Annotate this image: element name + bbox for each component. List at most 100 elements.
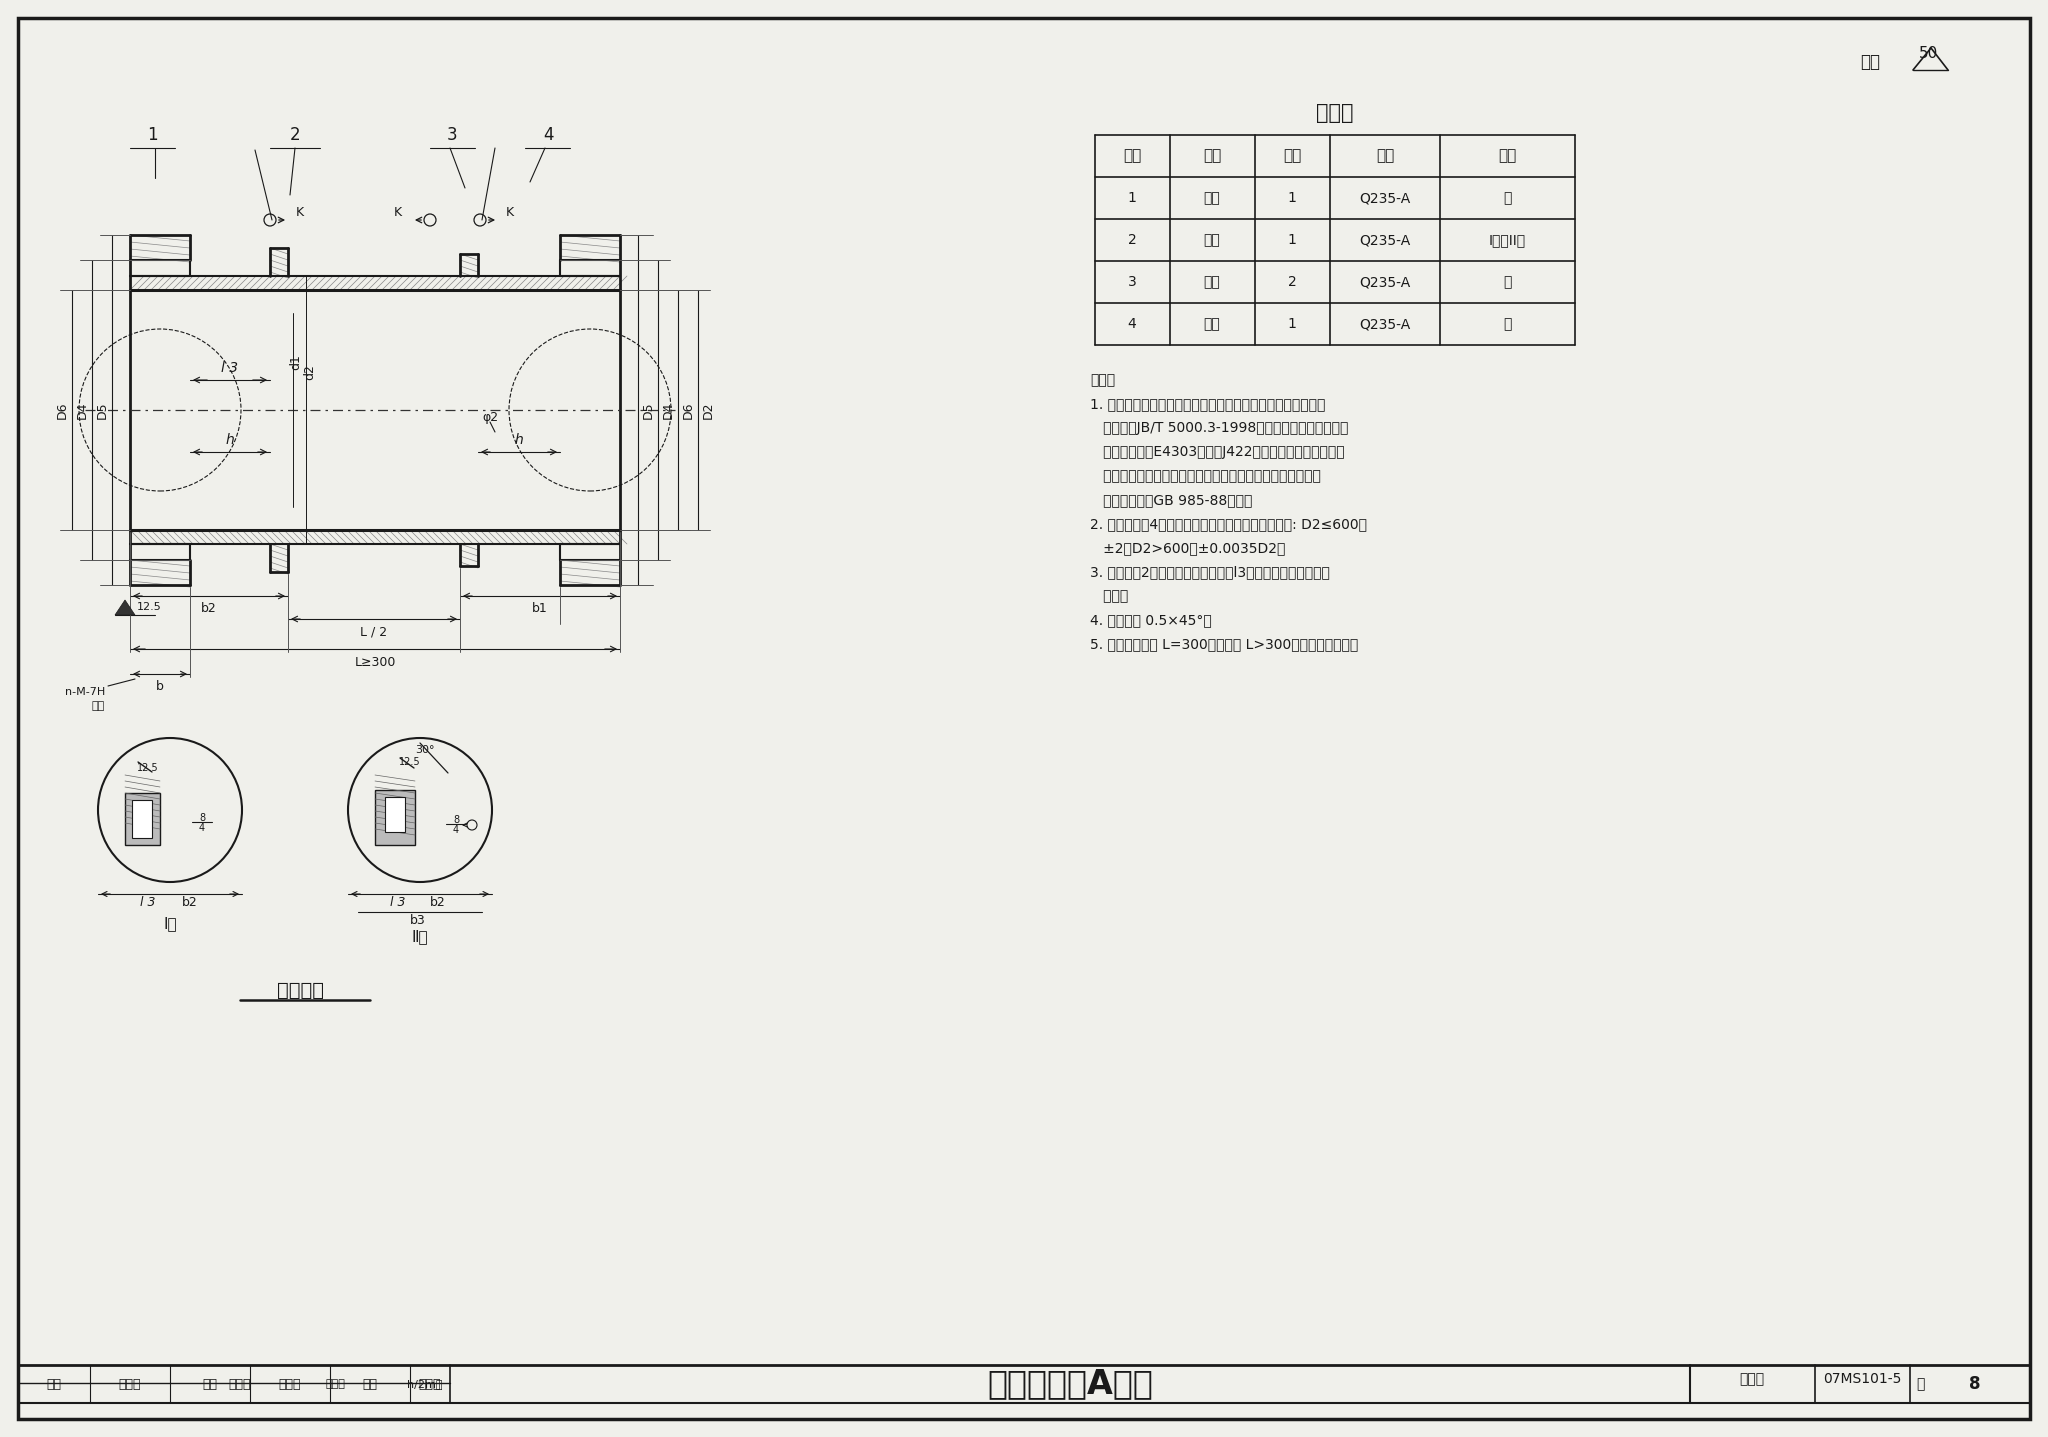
Text: Q235-A: Q235-A [1360, 274, 1411, 289]
Text: 欧阳容: 欧阳容 [418, 1378, 440, 1391]
Text: 5. 套管的重量以 L=300计算，当 L>300时，应另行计算。: 5. 套管的重量以 L=300计算，当 L>300时，应另行计算。 [1090, 637, 1358, 651]
Text: 配套。: 配套。 [1090, 589, 1128, 604]
Text: l 3: l 3 [391, 895, 406, 908]
Text: 12.5: 12.5 [399, 757, 420, 767]
Text: 序号: 序号 [1122, 148, 1141, 164]
Text: D5: D5 [641, 401, 655, 418]
Text: D5: D5 [96, 401, 109, 418]
Text: h: h [514, 433, 524, 447]
Text: 页: 页 [1915, 1377, 1925, 1391]
Text: 套管: 套管 [1204, 318, 1221, 331]
Text: 2: 2 [289, 126, 301, 144]
Text: 设计: 设计 [362, 1378, 377, 1391]
Text: D4: D4 [76, 401, 88, 418]
Text: b: b [156, 681, 164, 694]
Text: 30°: 30° [416, 744, 434, 754]
Polygon shape [115, 601, 135, 615]
Text: 4: 4 [543, 126, 553, 144]
Text: 4: 4 [199, 823, 205, 833]
Text: b3: b3 [410, 914, 426, 927]
Text: 1: 1 [147, 126, 158, 144]
Text: 材料表: 材料表 [1317, 103, 1354, 124]
Text: 其余: 其余 [1860, 53, 1880, 70]
Text: 1: 1 [1288, 318, 1296, 331]
Text: K: K [506, 205, 514, 218]
Text: 法兰: 法兰 [1204, 191, 1221, 205]
Bar [131, 800, 152, 838]
Text: 焊，焊条型号E4303，牌号J422。焊缝坡口的基本形式与: 焊，焊条型号E4303，牌号J422。焊缝坡口的基本形式与 [1090, 445, 1346, 458]
Text: 8: 8 [1970, 1375, 1980, 1392]
Text: 50: 50 [1919, 46, 1937, 62]
Text: 尺寸按照《气焊、手工电弧焊及气体保护焊焊缝坡口的基本: 尺寸按照《气焊、手工电弧焊及气体保护焊焊缝坡口的基本 [1090, 468, 1321, 483]
Text: 焊接件》JB/T 5000.3-1998执行。焊接采用手工电弧: 焊接件》JB/T 5000.3-1998执行。焊接采用手工电弧 [1090, 421, 1348, 435]
Text: 均布: 均布 [92, 701, 104, 711]
Text: b2: b2 [430, 895, 446, 908]
Text: 翼环: 翼环 [1204, 274, 1221, 289]
Text: 4: 4 [453, 825, 459, 835]
Text: I型、II型: I型、II型 [1489, 233, 1526, 247]
Text: b1: b1 [532, 602, 549, 615]
Text: 备注: 备注 [1497, 148, 1516, 164]
Text: 12.5: 12.5 [137, 602, 162, 612]
Bar [375, 790, 416, 845]
Text: 林海燕: 林海燕 [119, 1378, 141, 1391]
Text: 挡圈结构: 挡圈结构 [276, 980, 324, 1000]
Text: K: K [297, 205, 303, 218]
Text: 令合叨: 令合叨 [326, 1380, 344, 1390]
Text: h: h [225, 433, 233, 447]
Text: 审核: 审核 [47, 1378, 61, 1391]
Text: d1: d1 [289, 354, 303, 369]
Text: 8: 8 [199, 813, 205, 823]
Text: Q235-A: Q235-A [1360, 318, 1411, 331]
Text: 挡圈: 挡圈 [1204, 233, 1221, 247]
Text: 材料: 材料 [1376, 148, 1395, 164]
Text: 3: 3 [446, 126, 457, 144]
Text: 2: 2 [1288, 274, 1296, 289]
Text: 4. 锐角倒钝 0.5×45°。: 4. 锐角倒钝 0.5×45°。 [1090, 614, 1212, 627]
Text: 校对: 校对 [203, 1378, 217, 1391]
Bar [125, 793, 160, 845]
Bar [385, 798, 406, 832]
Text: 说明：: 说明： [1090, 374, 1114, 387]
Text: 名称: 名称 [1202, 148, 1221, 164]
Text: Q235-A: Q235-A [1360, 191, 1411, 205]
Text: －: － [1503, 191, 1511, 205]
Text: 数量: 数量 [1282, 148, 1300, 164]
Text: D2: D2 [702, 401, 715, 418]
Text: 1: 1 [1288, 191, 1296, 205]
Text: 3: 3 [1128, 274, 1137, 289]
Text: 1. 焊接结构尺寸公差与形位公差按照《重型机械通用技术条件: 1. 焊接结构尺寸公差与形位公差按照《重型机械通用技术条件 [1090, 397, 1325, 411]
Text: 1: 1 [1128, 191, 1137, 205]
Text: 2. 当套管（件4）采用卷制成型时，周长允许偏差为: D2≤600，: 2. 当套管（件4）采用卷制成型时，周长允许偏差为: D2≤600， [1090, 517, 1366, 532]
Text: 4: 4 [1128, 318, 1137, 331]
Text: K: K [393, 205, 401, 218]
Text: 12.5: 12.5 [137, 763, 160, 773]
Text: 令合叨: 令合叨 [229, 1378, 252, 1391]
Text: 法兰套管（A型）: 法兰套管（A型） [987, 1368, 1153, 1401]
Text: 2: 2 [1128, 233, 1137, 247]
Text: b2: b2 [182, 895, 199, 908]
Text: h/2m考: h/2m考 [408, 1380, 442, 1390]
Text: 3. 挡圈（件2）结构形式及安装尺寸l3应与采用的密封圈结构: 3. 挡圈（件2）结构形式及安装尺寸l3应与采用的密封圈结构 [1090, 565, 1329, 579]
Text: n-M-7H: n-M-7H [66, 687, 104, 697]
Text: D6: D6 [682, 401, 694, 418]
Text: Q235-A: Q235-A [1360, 233, 1411, 247]
Text: D6: D6 [55, 401, 68, 418]
Text: －: － [1503, 318, 1511, 331]
Text: －: － [1503, 274, 1511, 289]
Text: l 3: l 3 [139, 895, 156, 908]
Text: 8: 8 [453, 815, 459, 825]
Text: φ2: φ2 [481, 411, 498, 424]
Text: 图集号: 图集号 [1739, 1372, 1765, 1387]
Text: b2: b2 [201, 602, 217, 615]
Text: Ⅱ型: Ⅱ型 [412, 930, 428, 944]
Text: 形式与尺寸》GB 985-88执行。: 形式与尺寸》GB 985-88执行。 [1090, 493, 1253, 507]
Text: L≥300: L≥300 [354, 655, 395, 668]
Text: L / 2: L / 2 [360, 625, 387, 638]
Text: 07MS101-5: 07MS101-5 [1823, 1372, 1901, 1387]
Text: d2: d2 [303, 364, 317, 379]
Text: l 3: l 3 [221, 361, 238, 375]
Text: ±2；D2>600，±0.0035D2。: ±2；D2>600，±0.0035D2。 [1090, 540, 1286, 555]
Text: Ⅰ型: Ⅰ型 [164, 917, 176, 931]
Text: 陈春明: 陈春明 [279, 1378, 301, 1391]
